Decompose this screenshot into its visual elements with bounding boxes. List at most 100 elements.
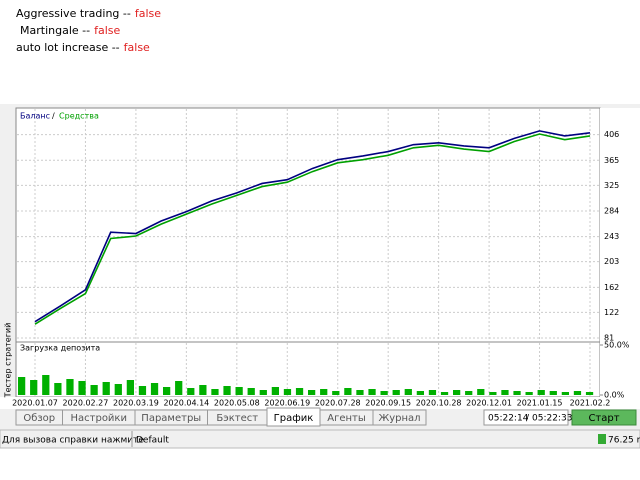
- status-bar: [0, 429, 640, 449]
- load-bar: [247, 388, 255, 395]
- x-tick-label: 2020.12.01: [466, 399, 512, 408]
- load-bar: [356, 390, 364, 395]
- x-tick-label: 2020.10.28: [416, 399, 462, 408]
- load-bar: [320, 389, 328, 395]
- load-bar: [138, 386, 147, 395]
- x-tick-label: 2020.02.27: [63, 399, 109, 408]
- y-tick-label: 81: [604, 334, 614, 343]
- legend-entry: Средства: [59, 112, 99, 121]
- load-bar: [368, 389, 376, 395]
- time-elapsed: 05:22:14: [488, 414, 529, 424]
- load-bar: [150, 383, 159, 395]
- x-tick-label: 2020.03.19: [113, 399, 159, 408]
- y-tick-label: 284: [604, 206, 619, 215]
- load-bar: [295, 388, 304, 395]
- setting: Martingale -- false: [20, 22, 161, 39]
- load-bar: [66, 379, 74, 395]
- start-button[interactable]: [571, 409, 637, 426]
- load-bar: [18, 377, 26, 395]
- load-bar: [211, 389, 219, 395]
- load-bar: [416, 391, 424, 395]
- tab-label[interactable]: Настройки: [71, 413, 127, 424]
- y-tick-label: 122: [604, 308, 619, 317]
- load-bar: [513, 391, 521, 395]
- status-help: Для вызова справки нажмите: [2, 436, 144, 446]
- y-tick-label: 0.0%: [604, 391, 625, 400]
- load-bar: [42, 375, 50, 395]
- load-bar: [259, 390, 267, 395]
- date-area: [0, 397, 640, 409]
- tab-label[interactable]: Параметры: [141, 413, 201, 424]
- load-bar: [489, 392, 497, 395]
- status-profile: Default: [136, 436, 169, 446]
- load-bar: [126, 380, 134, 395]
- legend-separator: /: [52, 112, 55, 121]
- tab-label[interactable]: График: [274, 413, 314, 424]
- line-series: [34, 130, 591, 323]
- load-bar: [199, 385, 207, 395]
- x-tick-label: 2021.02.2: [570, 399, 611, 408]
- y-tick-label: 406: [604, 130, 619, 139]
- load-bar: [465, 391, 473, 395]
- load-bar: [537, 390, 545, 395]
- y-tick-label: 325: [604, 181, 619, 190]
- tab[interactable]: [372, 409, 427, 426]
- signal-icon: [598, 434, 606, 444]
- load-bar: [283, 389, 292, 395]
- load-bar: [561, 392, 569, 395]
- tab-label[interactable]: Обзор: [23, 413, 55, 424]
- y-tick-label: 365: [604, 156, 619, 165]
- y-tick-label: 50.0%: [604, 341, 630, 350]
- load-bar: [187, 388, 195, 395]
- setting-value: false: [94, 24, 121, 37]
- y-tick-label: 203: [604, 257, 619, 266]
- side-label: Тестер стратегий: [4, 323, 13, 399]
- line-series: [34, 133, 591, 325]
- load-bar: [453, 390, 461, 395]
- setting-label: Aggressive trading --: [16, 7, 131, 20]
- load-bar: [332, 391, 340, 395]
- tab-label[interactable]: Агенты: [327, 413, 366, 424]
- load-bar: [549, 391, 557, 395]
- x-tick-label: 2020.06.19: [264, 399, 310, 408]
- load-bar: [501, 390, 509, 395]
- load-bar: [380, 391, 388, 395]
- start-label[interactable]: Старт: [588, 413, 619, 424]
- time-box: [483, 409, 569, 426]
- load-bar: [344, 388, 352, 395]
- setting: Aggressive trading -- false: [16, 5, 161, 22]
- time-remaining: 05:22:33: [532, 414, 572, 424]
- setting-value: false: [123, 41, 150, 54]
- x-tick-label: 2020.05.08: [214, 399, 260, 408]
- tab-label[interactable]: Журнал: [378, 413, 420, 424]
- load-bar: [308, 390, 316, 395]
- load-area: [15, 341, 601, 398]
- y-tick-label: 162: [604, 283, 619, 292]
- time-sep: /: [526, 414, 530, 424]
- y-tick-label: 243: [604, 232, 619, 241]
- load-bar: [90, 385, 98, 395]
- x-tick-label: 2020.01.07: [12, 399, 58, 408]
- load-bar: [163, 387, 171, 395]
- tab-label[interactable]: Бэктест: [216, 413, 258, 424]
- setting-value: false: [134, 7, 162, 20]
- load-bar: [392, 390, 400, 395]
- load-bar: [404, 389, 412, 395]
- load-bar: [477, 389, 485, 395]
- load-bar: [585, 392, 594, 395]
- load-bar: [223, 386, 231, 395]
- setting-label: auto lot increase --: [16, 41, 120, 54]
- axis-area: [600, 108, 640, 397]
- load-bar: [54, 383, 62, 395]
- x-tick-label: 2021.01.15: [517, 399, 563, 408]
- load-bar: [30, 380, 38, 395]
- status-traffic: 76.25 m: [608, 436, 640, 446]
- load-bar: [175, 381, 183, 395]
- x-tick-label: 2020.09.15: [365, 399, 411, 408]
- load-title: Загрузка депозита: [20, 344, 100, 353]
- setting-label: Martingale --: [20, 24, 91, 37]
- load-bar: [573, 391, 582, 395]
- settings: Aggressive trading -- false Martingale -- f…: [16, 5, 161, 56]
